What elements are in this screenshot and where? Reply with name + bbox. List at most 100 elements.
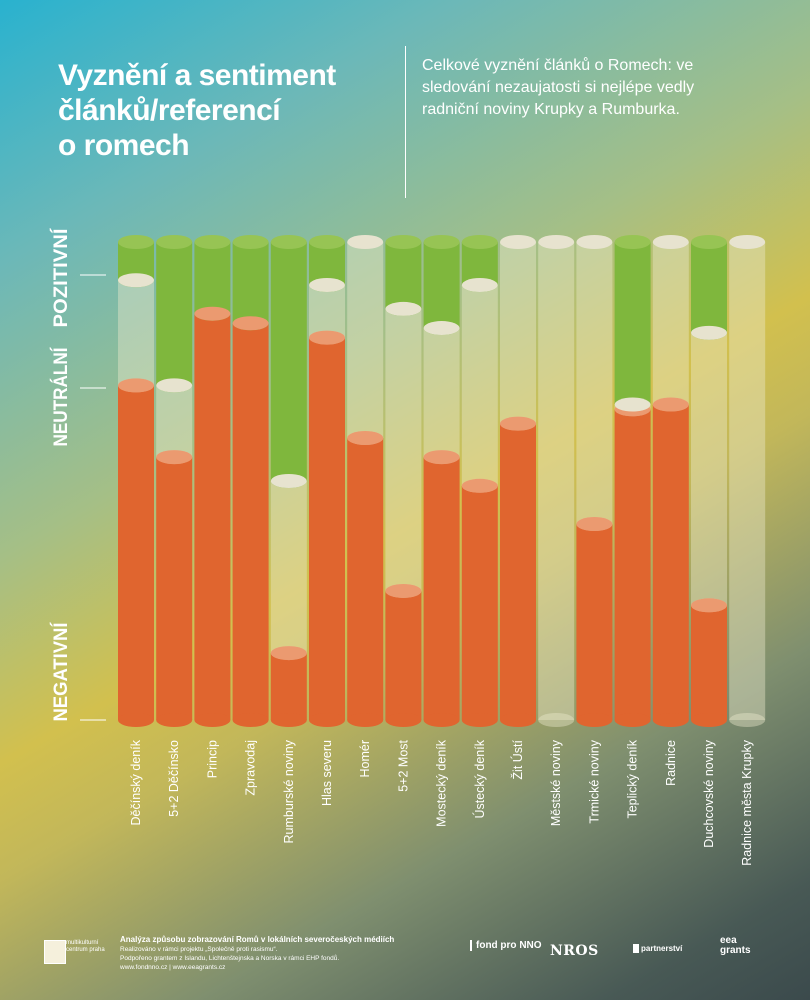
bar-4-neutral-cap — [270, 474, 307, 488]
bars — [118, 235, 766, 727]
bar-1-positive-cap — [156, 235, 193, 249]
bar-9-positive-cap — [461, 235, 498, 249]
bar-6-negative-base — [347, 713, 384, 727]
bar-10-negative-cap — [500, 416, 536, 431]
bar-5-negative-base — [309, 713, 345, 727]
bar-5-negative-cap — [309, 330, 345, 345]
bar-0-neutral — [118, 280, 154, 386]
bar-7-positive-cap — [385, 235, 422, 249]
category-label-15: Duchcovské noviny — [702, 739, 716, 847]
bar-1-neutral — [156, 385, 193, 458]
header-divider — [405, 46, 406, 198]
bar-4-negative-base — [270, 713, 307, 727]
bar-8-neutral — [423, 328, 460, 458]
bar-2 — [194, 235, 231, 727]
bar-11-neutral — [538, 242, 575, 720]
footer-info: Analýza způsobu zobrazování Romů v lokál… — [120, 934, 450, 972]
bar-3-positive — [232, 242, 269, 324]
bar-10 — [500, 235, 536, 727]
bar-3 — [232, 235, 269, 727]
bar-4-neutral — [270, 481, 307, 654]
bar-12-negative-base — [576, 713, 613, 727]
bar-15 — [691, 235, 727, 727]
bar-11 — [538, 235, 575, 727]
category-label-7: 5+2 Most — [396, 739, 410, 791]
bar-2-positive — [194, 242, 231, 314]
category-label-12: Trmické noviny — [587, 739, 601, 823]
bar-6-negative-cap — [347, 430, 384, 445]
category-label-11: Městské noviny — [549, 739, 563, 826]
bar-13-negative — [614, 409, 651, 720]
bar-15-positive-cap — [691, 235, 727, 249]
category-label-16: Radnice města Krupky — [740, 739, 754, 866]
title-line-3: o romech — [58, 129, 190, 162]
partnerstvi-logo: partnerství — [633, 944, 682, 954]
category-label-2: Princip — [205, 740, 219, 778]
category-labels: Děčínský deník 5+2 Děčínsko Princip Zpravod… — [129, 739, 754, 866]
bar-5-neutral-cap — [309, 278, 345, 293]
bar-3-positive-cap — [232, 235, 269, 249]
footer-heading: Analýza způsobu zobrazování Romů v lokál… — [120, 935, 395, 944]
bar-14-negative-base — [652, 713, 689, 727]
category-label-6: Homér — [358, 740, 372, 778]
title-line-1: Vyznění a sentiment — [58, 59, 336, 92]
bar-6 — [347, 235, 384, 727]
bar-15-neutral-cap — [691, 325, 727, 340]
mkc-logo-icon — [44, 940, 66, 964]
bar-1-positive — [156, 242, 193, 386]
y-label-2: POZITIVNÍ — [50, 228, 72, 328]
bar-1-neutral-cap — [156, 378, 193, 393]
mkc-logo-text: multikulturní centrum praha — [66, 940, 105, 953]
bar-9-negative — [461, 485, 498, 720]
bar-16-neutral-base — [729, 713, 766, 727]
bar-12-neutral — [576, 242, 613, 525]
bar-15-positive — [691, 242, 727, 333]
bar-9-negative-base — [461, 713, 498, 727]
bar-5 — [309, 235, 345, 727]
bar-3-negative-cap — [232, 316, 269, 331]
bar-3-negative — [232, 323, 269, 720]
bar-5-positive-cap — [309, 235, 345, 249]
bar-8-negative-base — [423, 713, 460, 727]
bar-12-negative-cap — [576, 517, 613, 532]
bar-7-positive — [385, 242, 422, 309]
bar-13-positive — [614, 242, 651, 405]
bar-14-neutral — [652, 242, 689, 405]
bar-5-neutral — [309, 285, 345, 338]
bar-7-negative — [385, 590, 422, 720]
category-label-14: Radnice — [664, 740, 678, 786]
y-axis: NEGATIVNÍ NEUTRÁLNÍ POZITIVNÍ — [50, 228, 106, 722]
bar-13-positive-cap — [614, 235, 651, 249]
bar-8 — [423, 235, 460, 727]
bar-15-negative — [691, 605, 727, 720]
bar-7-neutral-cap — [385, 301, 422, 316]
eea-grants-logo: eea grants — [720, 935, 751, 956]
category-label-1: 5+2 Děčínsko — [167, 740, 181, 817]
bar-6-negative — [347, 437, 384, 720]
chart-subtitle: Celkové vyznění článků o Romech: ve sled… — [422, 57, 695, 118]
bar-16 — [729, 235, 766, 727]
bar-4 — [270, 235, 307, 727]
category-label-9: Ústecký deník — [472, 739, 487, 818]
bar-8-negative-cap — [423, 450, 460, 465]
bar-1-negative-cap — [156, 450, 193, 465]
bar-16-neutral — [729, 242, 766, 720]
bar-15-negative-cap — [691, 598, 727, 613]
bar-14-neutral-cap — [652, 235, 689, 249]
bar-13-neutral-cap — [614, 397, 651, 412]
partnerstvi-icon — [633, 944, 639, 954]
footer-links[interactable]: www.fondnno.cz | www.eeagrants.cz — [120, 964, 226, 971]
bar-7-neutral — [385, 308, 422, 591]
bar-5-positive — [309, 242, 345, 286]
footer: multikulturní centrum praha Analýza způs… — [0, 930, 810, 1000]
y-label-0: NEGATIVNÍ — [50, 622, 72, 722]
bar-14-negative-cap — [652, 397, 689, 412]
category-label-13: Teplický deník — [626, 739, 640, 818]
bar-3-negative-base — [232, 713, 269, 727]
bar-15-neutral — [691, 332, 727, 606]
bar-8-neutral-cap — [423, 321, 460, 336]
bar-10-neutral-cap — [500, 235, 536, 249]
bar-7 — [385, 235, 422, 727]
bar-9-positive — [461, 242, 498, 286]
chart-title: Vyznění a sentiment článků/referencí o r… — [58, 58, 358, 163]
